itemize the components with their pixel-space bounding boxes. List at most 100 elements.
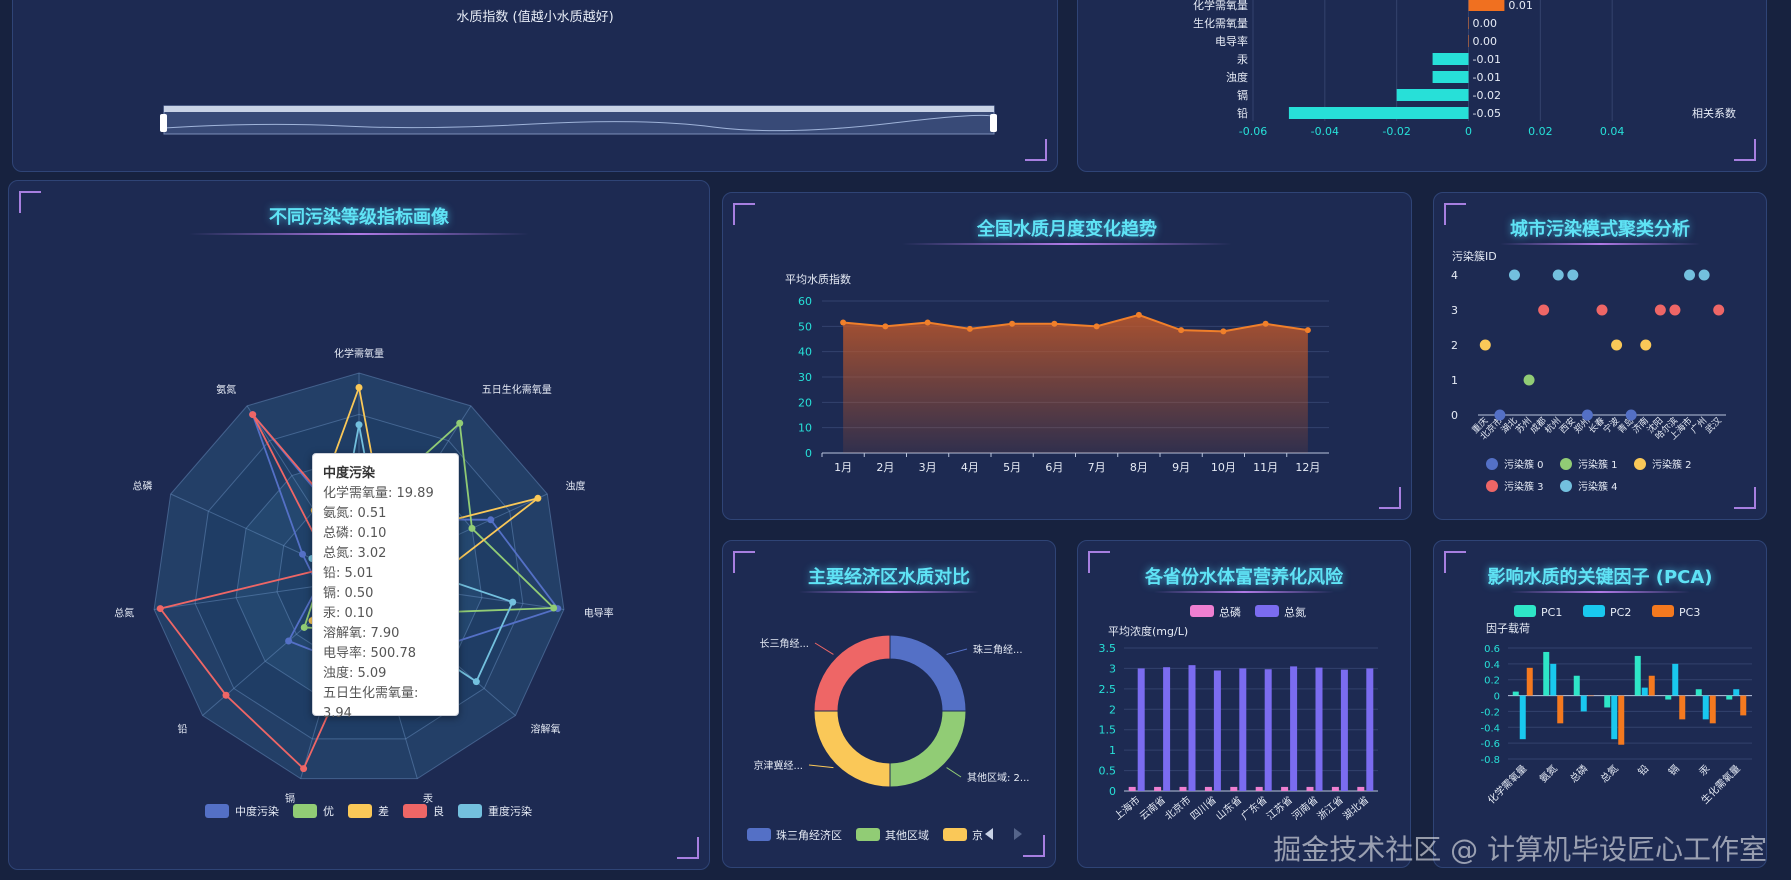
x-tick-label: 化学需氧量 xyxy=(1485,762,1530,807)
radar-point xyxy=(468,524,476,532)
tooltip-line: 铅: 5.01 xyxy=(323,566,374,581)
legend-swatch xyxy=(943,828,967,841)
region-title: 主要经济区水质对比 xyxy=(808,567,970,588)
value-label: 0.00 xyxy=(1473,17,1498,30)
corr-bar xyxy=(1432,71,1469,83)
correlation-panel: -0.06 -0.04 -0.02 0 0.02 0.04 化学需氧量 0.01 生化需氧量 0.… xyxy=(1077,0,1767,172)
x-tick-label: 8月 xyxy=(1130,461,1148,474)
radar-point xyxy=(487,516,495,524)
x-tick-label: 10月 xyxy=(1211,461,1236,474)
radar-point xyxy=(249,411,257,419)
region-panel: 主要经济区水质对比 珠三角经... 其他区域: 2... 京津冀经... 长三角经..… xyxy=(722,540,1056,868)
nutrient-bar xyxy=(1281,786,1289,791)
cluster-title: 城市污染模式聚类分析 xyxy=(1510,219,1690,240)
cluster-chart[interactable]: 污染簇ID01234重庆北京市湖北苏州成都杭州西安郑州长春宁波青岛济南沈阳哈尔滨… xyxy=(1434,193,1767,520)
slider-mini-curve xyxy=(163,114,996,132)
x-tick-label: 0.04 xyxy=(1600,125,1625,138)
x-tick-label: 0 xyxy=(1465,125,1472,138)
x-tick-label: 云南省 xyxy=(1137,793,1168,822)
legend-swatch xyxy=(348,804,372,818)
region-donut-chart[interactable]: 珠三角经... 其他区域: 2... 京津冀经... 长三角经... 珠三角经济区 其他区… xyxy=(723,541,1056,868)
legend-label: PC3 xyxy=(1679,606,1700,619)
cluster-point xyxy=(1552,269,1564,281)
radar-point xyxy=(156,605,164,613)
legend-swatch xyxy=(1255,605,1279,617)
y-tick-label: 50 xyxy=(798,320,812,333)
nutrient-bar xyxy=(1315,667,1323,791)
pca-chart[interactable]: PC1 PC2 PC3 因子载荷 -0.8 -0.6 -0.4 -0.2 0 0.2 0.4 0.6 化… xyxy=(1434,541,1767,868)
y-tick-label: 0.5 xyxy=(1099,765,1117,778)
nutrient-bar xyxy=(1331,786,1339,791)
trend-chart[interactable]: 0 10 20 30 40 50 60 平均水质指数 1月 2月 3月 4月 5月 6月 7月 8月 9月 10月… xyxy=(723,193,1412,520)
value-label: 0.01 xyxy=(1508,0,1533,12)
nutrient-bar xyxy=(1290,666,1298,791)
legend-label: 优 xyxy=(323,805,334,818)
legend-prev-icon xyxy=(985,828,993,840)
nutrient-bar xyxy=(1340,669,1348,791)
corner-decoration xyxy=(1444,203,1466,225)
pca-title: 影响水质的关键因子 (PCA) xyxy=(1487,567,1713,588)
nutrient-bar xyxy=(1306,786,1314,791)
corner-decoration xyxy=(19,191,41,213)
x-tick-label: -0.04 xyxy=(1311,125,1339,138)
x-tick-label: 9月 xyxy=(1172,461,1190,474)
y-tick-label: 3.5 xyxy=(1099,642,1117,655)
trend-point xyxy=(1051,320,1058,327)
legend-label: 总氮 xyxy=(1284,605,1306,619)
trend-area xyxy=(843,314,1308,453)
pca-panel: 影响水质的关键因子 (PCA) PC1 PC2 PC3 因子载荷 -0.8 -0.6 -0.… xyxy=(1433,540,1767,868)
x-tick-label: 总氮 xyxy=(1598,762,1621,785)
radar-indicator-label: 总磷 xyxy=(133,480,153,493)
y-tick-label: -0.2 xyxy=(1480,707,1500,718)
y-tick-label: 3 xyxy=(1109,662,1116,675)
nutrient-bar xyxy=(1255,786,1263,791)
radar-point xyxy=(509,598,517,606)
pca-bar xyxy=(1740,695,1747,716)
y-tick-label: 0.2 xyxy=(1484,676,1500,687)
cluster-point xyxy=(1567,269,1579,281)
y-axis-label: 平均水质指数 xyxy=(785,272,851,286)
nutrient-bar xyxy=(1204,786,1212,791)
y-tick-label: 0.4 xyxy=(1484,660,1500,671)
radar-point xyxy=(472,678,480,686)
cluster-point xyxy=(1538,304,1550,316)
corner-decoration xyxy=(1088,551,1110,573)
data-zoom-slider[interactable] xyxy=(13,104,1058,172)
pca-bar xyxy=(1611,695,1618,740)
tooltip-line: 电导率: 500.78 xyxy=(323,646,416,661)
corr-bar xyxy=(1288,107,1469,119)
legend-label: 总磷 xyxy=(1219,605,1241,619)
cluster-point xyxy=(1640,339,1652,351)
value-label: -0.01 xyxy=(1473,53,1501,66)
trend-point xyxy=(1262,320,1269,327)
legend-swatch xyxy=(856,828,880,841)
pca-bar xyxy=(1519,695,1526,740)
y-tick-label: 20 xyxy=(798,396,812,409)
cluster-point xyxy=(1494,409,1506,421)
corner-decoration xyxy=(1023,835,1045,857)
tooltip-line: 总氮: 3.02 xyxy=(323,546,387,561)
corr-bar xyxy=(1468,17,1469,29)
pca-bar xyxy=(1672,663,1679,696)
nutrient-bar xyxy=(1230,786,1238,791)
legend-swatch xyxy=(747,828,771,841)
radar-point xyxy=(355,421,363,429)
legend-swatch xyxy=(1560,458,1572,470)
trend-point xyxy=(1304,327,1311,334)
pca-bar xyxy=(1587,695,1594,697)
title-underline xyxy=(189,233,529,235)
y-axis-label: 污染簇ID xyxy=(1452,249,1497,263)
corr-bar xyxy=(1468,0,1505,11)
nutrient-bar xyxy=(1154,786,1162,791)
pca-bar xyxy=(1695,689,1702,696)
legend-swatch xyxy=(1190,605,1214,617)
cluster-point xyxy=(1581,409,1593,421)
x-tick-label: 总磷 xyxy=(1567,762,1590,785)
value-label: -0.01 xyxy=(1473,71,1501,84)
pca-bar xyxy=(1726,695,1733,700)
slider-left-handle xyxy=(160,114,167,132)
water-index-title: 水质指数 (值越小水质越好) xyxy=(456,10,614,25)
cluster-point xyxy=(1625,409,1637,421)
nutrient-chart[interactable]: 总磷 总氮平均浓度(mg/L)00.511.522.533.5上海市云南省北京市四… xyxy=(1078,541,1411,868)
x-tick-label: 镉 xyxy=(1666,762,1682,778)
